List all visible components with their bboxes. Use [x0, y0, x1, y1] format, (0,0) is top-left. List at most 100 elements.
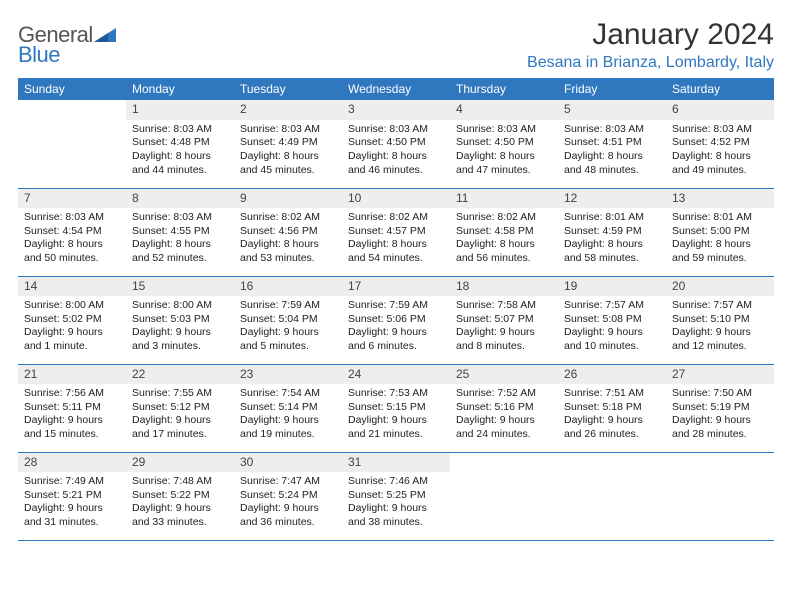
day-info: Sunrise: 7:52 AMSunset: 5:16 PMDaylight:… — [450, 384, 558, 446]
day-number: 31 — [342, 453, 450, 473]
day-info: Sunrise: 8:02 AMSunset: 4:56 PMDaylight:… — [234, 208, 342, 270]
sunrise-line: Sunrise: 8:02 AM — [240, 211, 336, 225]
sunset-line: Sunset: 5:00 PM — [672, 225, 768, 239]
day-number: 18 — [450, 277, 558, 297]
sunset-line: Sunset: 5:24 PM — [240, 489, 336, 503]
calendar-row: 14Sunrise: 8:00 AMSunset: 5:02 PMDayligh… — [18, 276, 774, 364]
sunset-line: Sunset: 5:25 PM — [348, 489, 444, 503]
calendar-cell: 6Sunrise: 8:03 AMSunset: 4:52 PMDaylight… — [666, 100, 774, 188]
day-info: Sunrise: 7:53 AMSunset: 5:15 PMDaylight:… — [342, 384, 450, 446]
day-number: 17 — [342, 277, 450, 297]
sunrise-line: Sunrise: 7:52 AM — [456, 387, 552, 401]
calendar-cell: 1Sunrise: 8:03 AMSunset: 4:48 PMDaylight… — [126, 100, 234, 188]
calendar-cell: 27Sunrise: 7:50 AMSunset: 5:19 PMDayligh… — [666, 364, 774, 452]
daylight-line: Daylight: 9 hours and 38 minutes. — [348, 502, 444, 529]
calendar-cell: 13Sunrise: 8:01 AMSunset: 5:00 PMDayligh… — [666, 188, 774, 276]
sunrise-line: Sunrise: 8:03 AM — [348, 123, 444, 137]
daylight-line: Daylight: 9 hours and 36 minutes. — [240, 502, 336, 529]
day-info: Sunrise: 7:57 AMSunset: 5:08 PMDaylight:… — [558, 296, 666, 358]
daylight-line: Daylight: 9 hours and 8 minutes. — [456, 326, 552, 353]
daylight-line: Daylight: 8 hours and 49 minutes. — [672, 150, 768, 177]
day-number: 30 — [234, 453, 342, 473]
daylight-line: Daylight: 9 hours and 17 minutes. — [132, 414, 228, 441]
sunrise-line: Sunrise: 8:03 AM — [24, 211, 120, 225]
daylight-line: Daylight: 9 hours and 1 minute. — [24, 326, 120, 353]
sunrise-line: Sunrise: 7:51 AM — [564, 387, 660, 401]
calendar-cell — [666, 452, 774, 540]
calendar-cell: 31Sunrise: 7:46 AMSunset: 5:25 PMDayligh… — [342, 452, 450, 540]
calendar-cell: 5Sunrise: 8:03 AMSunset: 4:51 PMDaylight… — [558, 100, 666, 188]
sunrise-line: Sunrise: 7:47 AM — [240, 475, 336, 489]
sunset-line: Sunset: 5:10 PM — [672, 313, 768, 327]
day-number: 25 — [450, 365, 558, 385]
sunset-line: Sunset: 4:50 PM — [456, 136, 552, 150]
calendar-cell: 9Sunrise: 8:02 AMSunset: 4:56 PMDaylight… — [234, 188, 342, 276]
calendar-cell: 16Sunrise: 7:59 AMSunset: 5:04 PMDayligh… — [234, 276, 342, 364]
logo-triangle-icon — [94, 28, 116, 47]
day-number: 7 — [18, 189, 126, 209]
day-info: Sunrise: 7:57 AMSunset: 5:10 PMDaylight:… — [666, 296, 774, 358]
daylight-line: Daylight: 8 hours and 53 minutes. — [240, 238, 336, 265]
day-number: 1 — [126, 100, 234, 120]
day-number: 2 — [234, 100, 342, 120]
daylight-line: Daylight: 8 hours and 47 minutes. — [456, 150, 552, 177]
day-info: Sunrise: 7:47 AMSunset: 5:24 PMDaylight:… — [234, 472, 342, 534]
daylight-line: Daylight: 8 hours and 50 minutes. — [24, 238, 120, 265]
sunset-line: Sunset: 5:02 PM — [24, 313, 120, 327]
sunrise-line: Sunrise: 7:57 AM — [564, 299, 660, 313]
sunset-line: Sunset: 5:12 PM — [132, 401, 228, 415]
calendar-cell: 30Sunrise: 7:47 AMSunset: 5:24 PMDayligh… — [234, 452, 342, 540]
day-number: 8 — [126, 189, 234, 209]
sunrise-line: Sunrise: 8:01 AM — [672, 211, 768, 225]
sunset-line: Sunset: 4:58 PM — [456, 225, 552, 239]
page-title: January 2024 — [527, 18, 774, 52]
calendar-cell: 17Sunrise: 7:59 AMSunset: 5:06 PMDayligh… — [342, 276, 450, 364]
weekday-header: Friday — [558, 78, 666, 100]
sunrise-line: Sunrise: 8:03 AM — [672, 123, 768, 137]
daylight-line: Daylight: 9 hours and 33 minutes. — [132, 502, 228, 529]
calendar-cell: 19Sunrise: 7:57 AMSunset: 5:08 PMDayligh… — [558, 276, 666, 364]
calendar-row: 7Sunrise: 8:03 AMSunset: 4:54 PMDaylight… — [18, 188, 774, 276]
calendar-cell: 7 Sunrise: 8:03 AMSunset: 4:54 PMDaylight… — [18, 188, 126, 276]
daylight-line: Daylight: 9 hours and 26 minutes. — [564, 414, 660, 441]
sunrise-line: Sunrise: 7:50 AM — [672, 387, 768, 401]
weekday-header: Tuesday — [234, 78, 342, 100]
calendar-cell: 14Sunrise: 8:00 AMSunset: 5:02 PMDayligh… — [18, 276, 126, 364]
daylight-line: Daylight: 9 hours and 12 minutes. — [672, 326, 768, 353]
day-info: Sunrise: 7:59 AMSunset: 5:04 PMDaylight:… — [234, 296, 342, 358]
day-number: 13 — [666, 189, 774, 209]
calendar-cell: 4Sunrise: 8:03 AMSunset: 4:50 PMDaylight… — [450, 100, 558, 188]
calendar-cell: 11Sunrise: 8:02 AMSunset: 4:58 PMDayligh… — [450, 188, 558, 276]
daylight-line: Daylight: 8 hours and 56 minutes. — [456, 238, 552, 265]
daylight-line: Daylight: 8 hours and 48 minutes. — [564, 150, 660, 177]
sunset-line: Sunset: 4:56 PM — [240, 225, 336, 239]
sunrise-line: Sunrise: 8:01 AM — [564, 211, 660, 225]
day-number: 10 — [342, 189, 450, 209]
daylight-line: Daylight: 8 hours and 58 minutes. — [564, 238, 660, 265]
day-number: 20 — [666, 277, 774, 297]
daylight-line: Daylight: 9 hours and 15 minutes. — [24, 414, 120, 441]
page-header: General Blue January 2024 Besana in Bria… — [18, 18, 774, 72]
daylight-line: Daylight: 8 hours and 45 minutes. — [240, 150, 336, 177]
day-number: 26 — [558, 365, 666, 385]
calendar-row: 28Sunrise: 7:49 AMSunset: 5:21 PMDayligh… — [18, 452, 774, 540]
calendar-cell — [450, 452, 558, 540]
sunset-line: Sunset: 4:49 PM — [240, 136, 336, 150]
day-number: 5 — [558, 100, 666, 120]
day-info: Sunrise: 7:49 AMSunset: 5:21 PMDaylight:… — [18, 472, 126, 534]
calendar-body: 1Sunrise: 8:03 AMSunset: 4:48 PMDaylight… — [18, 100, 774, 540]
sunrise-line: Sunrise: 7:59 AM — [348, 299, 444, 313]
sunset-line: Sunset: 4:54 PM — [24, 225, 120, 239]
sunset-line: Sunset: 4:55 PM — [132, 225, 228, 239]
weekday-header: Sunday — [18, 78, 126, 100]
day-number: 24 — [342, 365, 450, 385]
day-number: 19 — [558, 277, 666, 297]
day-info: Sunrise: 8:02 AMSunset: 4:58 PMDaylight:… — [450, 208, 558, 270]
day-number: 21 — [18, 365, 126, 385]
sunset-line: Sunset: 5:03 PM — [132, 313, 228, 327]
day-info: Sunrise: 8:01 AMSunset: 5:00 PMDaylight:… — [666, 208, 774, 270]
day-number: 4 — [450, 100, 558, 120]
day-number: 28 — [18, 453, 126, 473]
calendar-cell: 21Sunrise: 7:56 AMSunset: 5:11 PMDayligh… — [18, 364, 126, 452]
calendar-row: 1Sunrise: 8:03 AMSunset: 4:48 PMDaylight… — [18, 100, 774, 188]
